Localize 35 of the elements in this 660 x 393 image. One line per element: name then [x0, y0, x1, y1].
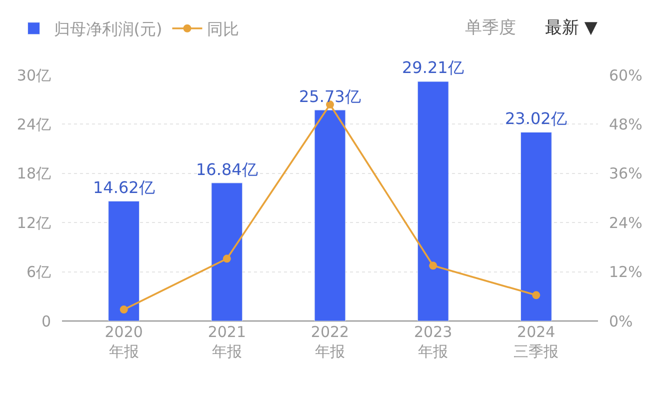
y-tick-label: 30亿	[16, 66, 51, 84]
point	[532, 291, 540, 300]
y-tick-label: 6亿	[26, 263, 51, 282]
y2-tick-label: 12%	[609, 263, 642, 282]
bar	[520, 132, 552, 321]
data-label: 14.62亿	[93, 178, 155, 197]
legend-label: 归母净利润(元)	[54, 20, 162, 39]
y-tick-label: 24亿	[16, 115, 51, 134]
y2-tick-label: 60%	[609, 66, 642, 84]
data-label: 25.73亿	[299, 87, 361, 106]
bar	[211, 182, 243, 321]
point	[429, 262, 438, 270]
text: 单季度	[465, 18, 516, 38]
legend-label: 同比	[207, 20, 240, 39]
bar	[314, 110, 346, 321]
x-tick-label: 2024 三季报	[514, 323, 559, 360]
text: 最新 ▼	[545, 18, 598, 38]
data-label: 23.02亿	[505, 109, 567, 128]
point	[222, 254, 231, 263]
y2-tick-label: 48%	[609, 115, 642, 134]
data-label: 29.21亿	[402, 58, 464, 77]
y2-tick-label: 0%	[609, 312, 633, 330]
data-label: 16.84亿	[196, 160, 258, 179]
y-tick-label: 12亿	[16, 214, 51, 232]
x-tick-label: 2023 年报	[414, 323, 452, 360]
y-tick-label: 0	[41, 312, 51, 330]
bar	[417, 81, 449, 321]
point	[120, 306, 128, 314]
y2-tick-label: 36%	[609, 164, 642, 183]
x-tick-label: 2022 年报	[310, 323, 350, 360]
y-tick-label: 18亿	[16, 164, 51, 183]
y2-tick-label: 24%	[609, 214, 642, 232]
x-tick-label: 2020 年报	[104, 323, 143, 360]
x-tick-label: 2021 年报	[208, 323, 246, 360]
bar	[108, 200, 140, 321]
